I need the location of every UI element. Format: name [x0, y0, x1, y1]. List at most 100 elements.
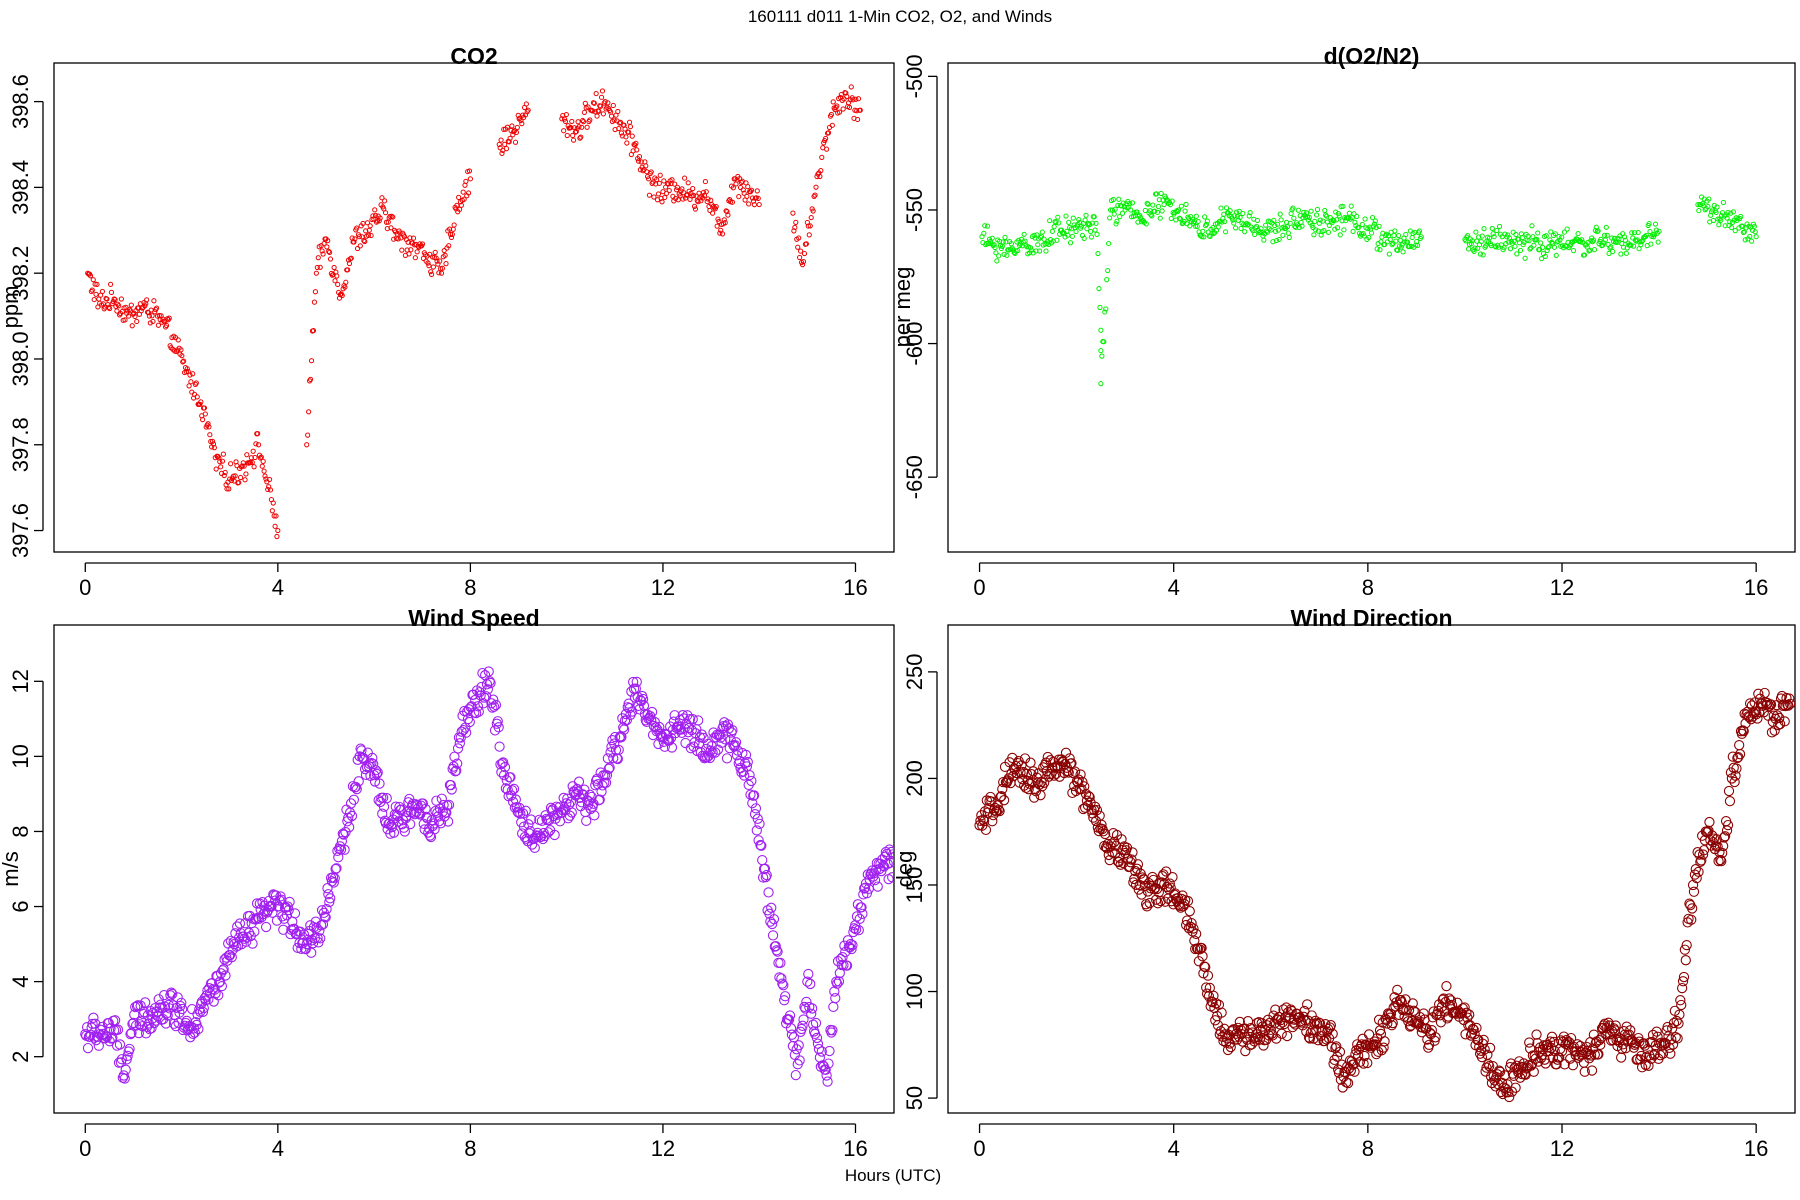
wind-direction-data-point	[1451, 1008, 1462, 1019]
wind-direction-data-point	[1206, 996, 1217, 1007]
co2-data-point	[376, 218, 382, 224]
wind-direction-data-point	[1545, 1036, 1556, 1047]
co2-data-point	[354, 245, 361, 252]
d-o2-n2-data-point	[1340, 203, 1346, 209]
wind-speed-data-point	[367, 752, 378, 764]
wind-speed-data-point	[779, 995, 790, 1006]
wind-speed-data-point	[164, 1003, 175, 1014]
wind-direction-data-point	[1734, 740, 1745, 751]
co2-data-point	[181, 358, 187, 364]
wind-speed-data-point	[473, 706, 484, 717]
d-o2-n2-data-point	[1299, 223, 1305, 229]
co2-data-point	[520, 112, 526, 118]
d-o2-n2-data-point	[1749, 238, 1755, 244]
wind-direction-data-point	[1459, 1002, 1470, 1013]
wind-direction-data-point	[1561, 1034, 1572, 1046]
co2-data-point	[662, 194, 668, 201]
co2-data-point	[599, 88, 606, 94]
wind-speed-data-point	[206, 977, 218, 989]
wind-speed-data-point	[582, 800, 594, 811]
co2-data-point	[600, 111, 606, 117]
wind-direction-data-point	[1539, 1054, 1550, 1065]
co2-data-point	[793, 219, 799, 225]
d-o2-n2-data-point	[1387, 236, 1393, 243]
d-o2-n2-data-point	[1651, 232, 1658, 238]
d-o2-n2-data-point	[1564, 226, 1570, 232]
wind-direction-data-point	[1723, 785, 1735, 797]
wind-speed-y-tick-label: 4	[8, 975, 33, 987]
wind-direction-data-point	[1551, 1059, 1562, 1070]
wind-speed-data-point	[214, 976, 226, 987]
wind-direction-data-point	[1251, 1017, 1263, 1029]
wind-speed-data-point	[140, 997, 151, 1008]
wind-speed-data-point	[449, 751, 460, 762]
co2-data-point	[854, 116, 861, 123]
d-o2-n2-data-point	[1081, 235, 1087, 241]
d-o2-n2-data-point	[1513, 231, 1519, 238]
co2-data-point	[792, 224, 798, 231]
wind-speed-data-point	[869, 874, 881, 886]
d-o2-n2-data-point	[1491, 234, 1497, 240]
d-o2-n2-data-point	[1291, 215, 1297, 221]
co2-data-point	[334, 273, 340, 279]
wind-speed-data-point	[803, 968, 814, 980]
d-o2-n2-data-point	[1246, 213, 1252, 219]
co2-data-point	[497, 145, 503, 151]
d-o2-n2-data-point	[1336, 213, 1342, 219]
co2-data-point	[126, 313, 132, 319]
wind-speed-data-point	[446, 784, 457, 795]
co2-data-point	[257, 455, 264, 461]
d-o2-n2-data-point	[991, 242, 997, 248]
wind-direction-data-point	[1405, 1020, 1417, 1031]
wind-direction-y-tick-label: 250	[902, 654, 927, 691]
co2-data-point	[579, 124, 585, 130]
co2-data-point	[680, 196, 686, 202]
wind-speed-data-point	[465, 702, 476, 713]
wind-speed-data-point	[670, 727, 681, 739]
co2-data-point	[382, 210, 389, 216]
wind-direction-data-point	[1678, 971, 1690, 983]
d-o2-n2-data-point	[1710, 217, 1716, 224]
d-o2-n2-data-point	[1314, 206, 1321, 213]
co2-data-point	[513, 129, 520, 135]
d-o2-n2-y-tick-label: -550	[902, 188, 927, 232]
co2-data-point	[580, 119, 587, 125]
panels: CO2 ppm 0 4 8 12 16 397.6 397.8 398.0 398.2 398.4 39…	[0, 43, 1796, 1161]
co2-data-point	[638, 159, 644, 165]
wind-direction-y-tick-label: 100	[902, 973, 927, 1010]
d-o2-n2-data-point	[1720, 199, 1727, 206]
d-o2-n2-data-point	[1498, 242, 1504, 248]
wind-speed-data-point	[566, 807, 577, 818]
wind-speed-data-point	[785, 1023, 797, 1034]
wind-speed-data-point	[600, 777, 612, 788]
wind-direction-data-point	[1616, 1043, 1628, 1055]
d-o2-n2-data-point	[1027, 245, 1034, 251]
d-o2-n2-data-point	[981, 230, 987, 236]
wind-speed-data-point	[761, 869, 772, 881]
d-o2-n2-data-point	[1012, 250, 1018, 257]
co2-data-point	[672, 195, 679, 202]
wind-speed-data-point	[82, 1042, 94, 1054]
co2-data-point	[443, 261, 449, 267]
co2-data-point	[327, 256, 334, 262]
wind-speed-data-point	[578, 790, 589, 801]
wind-speed-data-point	[684, 714, 696, 725]
wind-speed-y-tick-label: 8	[8, 825, 33, 837]
d-o2-n2-data-point	[1468, 240, 1474, 247]
co2-data-point	[584, 124, 590, 130]
wind-direction-data-point	[1102, 838, 1114, 850]
co2-data-point	[99, 288, 106, 295]
d-o2-n2-data-point	[1412, 229, 1418, 235]
wind-direction-data-point	[1584, 1053, 1595, 1064]
wind-speed-data-point	[878, 861, 890, 872]
wind-direction-data-point	[1724, 796, 1736, 807]
wind-speed-data-point	[372, 767, 383, 778]
co2-data-point	[656, 180, 662, 186]
d-o2-n2-data-point	[1629, 230, 1635, 236]
d-o2-n2-data-point	[1580, 239, 1586, 245]
wind-direction-data-point	[1718, 832, 1730, 843]
co2-data-point	[111, 296, 117, 302]
wind-direction-data-point	[1327, 1028, 1338, 1040]
co2-data-point	[570, 132, 576, 139]
co2-data-point	[602, 99, 608, 105]
